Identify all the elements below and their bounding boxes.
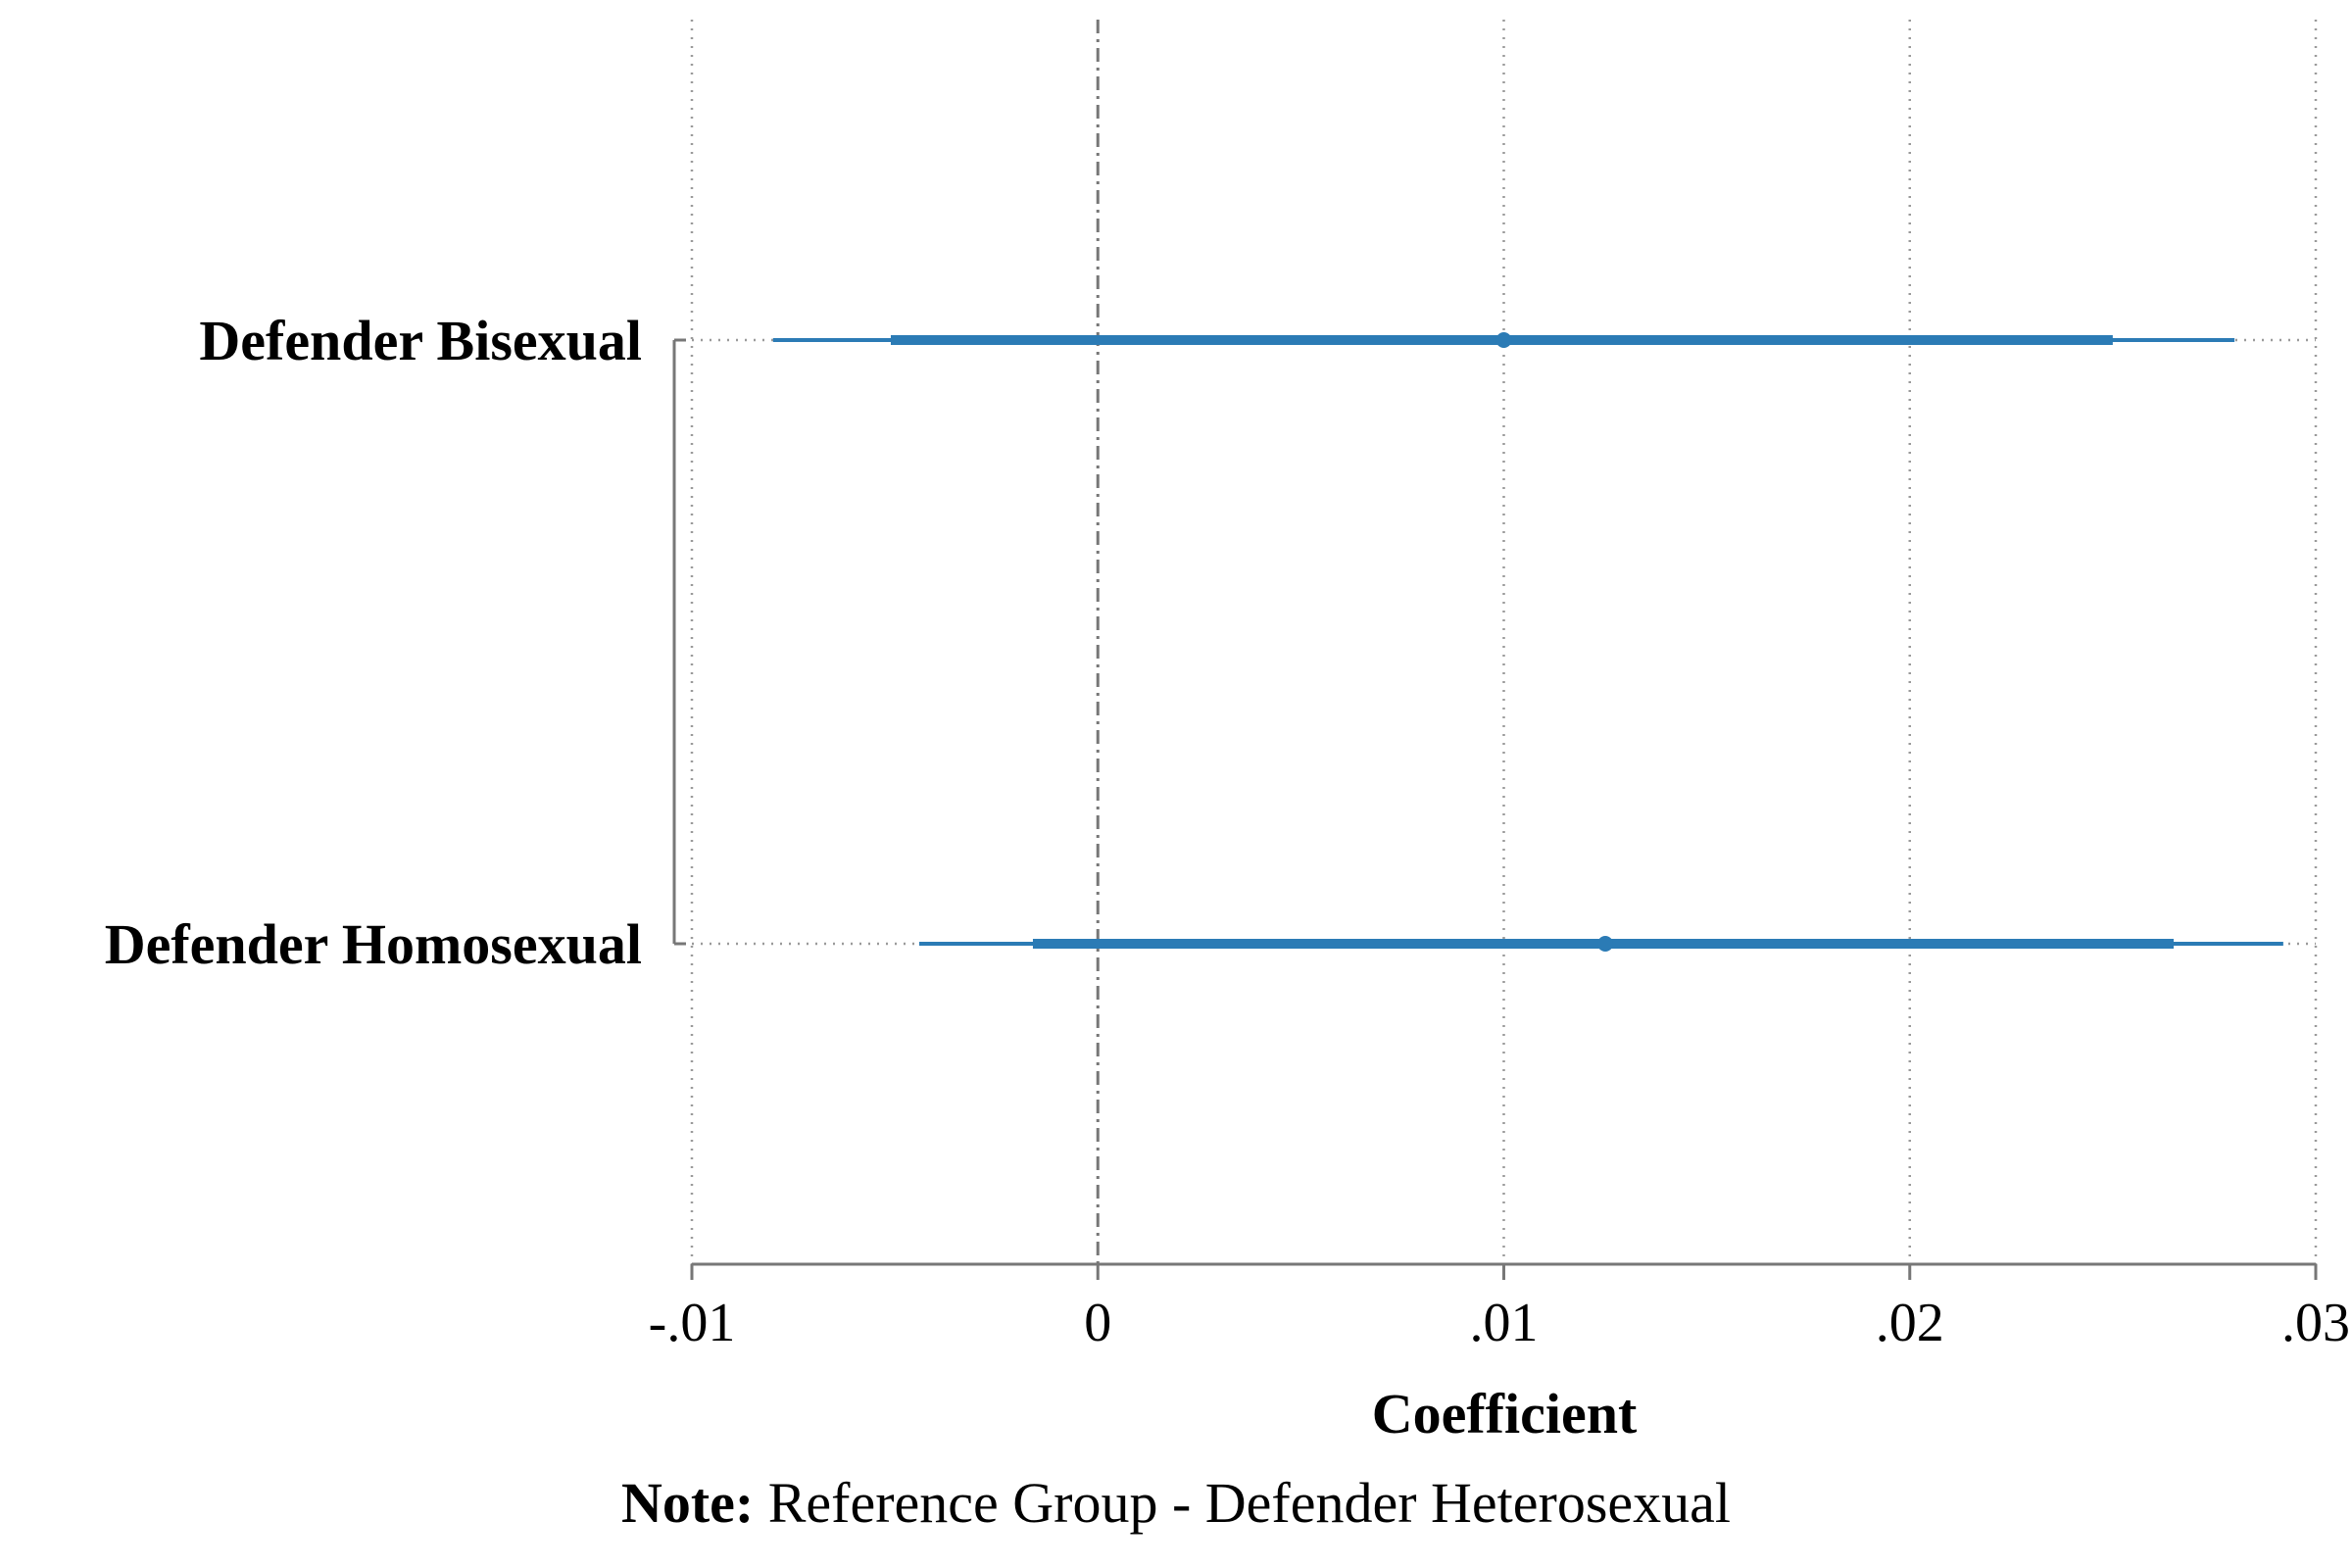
x-tick-label-2: .01	[1470, 1293, 1539, 1353]
coefficient-rows	[772, 332, 2283, 952]
x-tick-label-0: -.01	[649, 1293, 736, 1353]
x-tick-label-4: .03	[2281, 1293, 2350, 1353]
y-label-1: Defender Homosexual	[105, 912, 642, 976]
x-axis: -.01 0 .01 .02 .03	[649, 1262, 2350, 1353]
note-body: Reference Group - Defender Heterosexual	[754, 1471, 1732, 1535]
y-label-0: Defender Bisexual	[199, 309, 642, 372]
x-axis-title: Coefficient	[1372, 1382, 1638, 1446]
note-text: Note: Reference Group - Defender Heteros…	[0, 1470, 2352, 1536]
x-tick-label-1: 0	[1084, 1293, 1111, 1353]
coef-point-1	[1597, 936, 1614, 952]
note-prefix: Note:	[620, 1471, 755, 1535]
x-tick-label-3: .02	[1876, 1293, 1944, 1353]
coef-point-0	[1495, 332, 1512, 348]
y-axis: Defender Bisexual Defender Homosexual	[105, 309, 686, 976]
grid-lines	[690, 20, 2318, 1264]
